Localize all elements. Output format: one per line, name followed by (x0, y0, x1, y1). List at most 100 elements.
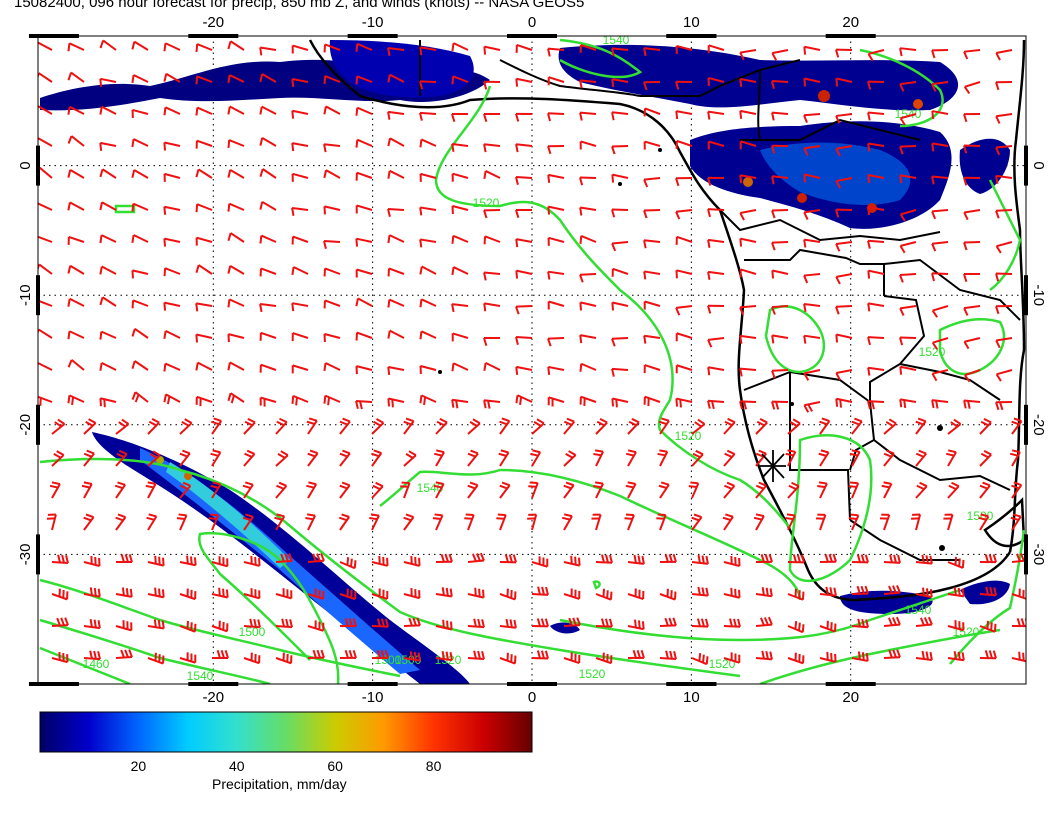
wind-barb (371, 481, 384, 499)
wind-barb (387, 110, 405, 120)
wind-barb (467, 418, 481, 435)
wind-barb (531, 418, 545, 435)
wind-barb (819, 417, 831, 435)
contour-label: 1500 (375, 653, 402, 667)
wind-barb (611, 47, 629, 57)
wind-barb (387, 234, 405, 244)
wind-barb (931, 241, 949, 252)
wind-barb (83, 587, 101, 598)
wind-barb (400, 481, 411, 499)
wind-barb (675, 44, 693, 54)
wind-barb (675, 139, 693, 149)
contour-1500-east (938, 318, 1006, 376)
wind-barb (515, 43, 533, 53)
wind-barb (883, 554, 901, 564)
wind-barb (883, 584, 901, 595)
wind-barb (275, 553, 293, 563)
wind-barb (243, 618, 261, 629)
wind-barb (627, 554, 645, 565)
wind-barb (339, 481, 351, 499)
wind-barb (579, 234, 597, 244)
wind-barb (355, 331, 373, 341)
wind-barb (403, 450, 417, 467)
wind-barb (515, 175, 533, 185)
contour-1520-main (434, 85, 791, 529)
wind-barb (723, 618, 741, 628)
wind-barb (99, 168, 117, 179)
wind-barb (964, 369, 981, 383)
height-contours (39, 38, 1026, 684)
wind-barb (291, 266, 309, 276)
wind-barb (163, 106, 181, 116)
precip-cell (913, 99, 923, 109)
wind-barb (851, 554, 869, 564)
wind-barb (432, 513, 444, 531)
wind-barb (131, 74, 149, 84)
wind-barb (1011, 481, 1023, 499)
wind-barb (611, 337, 629, 347)
lat-tick-label-right: 0 (1030, 161, 1047, 169)
wind-barb (147, 587, 165, 599)
contour-label: 1500 (239, 625, 266, 639)
wind-barb (579, 43, 597, 53)
wind-barb (387, 137, 405, 147)
wind-barb (627, 619, 645, 631)
contour-label: 1540 (905, 603, 932, 617)
wind-barb (899, 241, 917, 254)
wind-barb (1011, 588, 1026, 600)
wind-barb (163, 205, 181, 215)
wind-barb (259, 267, 277, 277)
wind-barb (675, 235, 693, 245)
wind-barb (99, 265, 117, 275)
wind-barb (835, 48, 853, 58)
wind-barb (38, 361, 53, 371)
lon-tick-label-bottom: 10 (683, 689, 700, 706)
wind-barb (707, 238, 725, 248)
lon-tick-label-top: -20 (202, 14, 224, 31)
wind-barb (691, 513, 703, 531)
wind-barb (611, 241, 629, 252)
wind-barb (963, 176, 981, 186)
wind-barb (659, 553, 677, 563)
wind-barb (611, 145, 629, 155)
wind-barb (658, 481, 670, 499)
wind-barb (355, 268, 373, 278)
wind-barb (995, 174, 1013, 184)
wind-barb (739, 209, 757, 221)
wind-barb (848, 513, 860, 531)
wind-barb (131, 327, 149, 339)
wind-barb (307, 620, 325, 632)
wind-barb (83, 650, 101, 661)
wind-barb (739, 140, 757, 150)
wind-barb (499, 554, 517, 564)
wind-barb (483, 271, 501, 281)
wind-barb (99, 296, 117, 307)
wind-barb (67, 394, 85, 406)
wind-barb (1011, 618, 1026, 628)
wind-barb (995, 81, 1013, 91)
wind-barb (115, 554, 133, 564)
wind-barb (464, 513, 475, 531)
wind-barb (211, 620, 229, 633)
wind-barb (67, 330, 85, 340)
contour-label: 1520 (473, 196, 500, 210)
wind-barb (947, 587, 965, 598)
wind-barb (419, 330, 437, 340)
wind-barb (339, 417, 351, 435)
wind-barb (947, 651, 965, 662)
wind-barb (419, 80, 437, 90)
island (438, 370, 442, 374)
wind-barb (675, 269, 693, 279)
wind-barb (579, 334, 597, 344)
wind-barb (563, 450, 577, 467)
border-segment (640, 59, 801, 97)
wind-barb (305, 513, 316, 531)
wind-barb (867, 142, 885, 152)
wind-barb (81, 481, 93, 499)
wind-barb (787, 652, 805, 665)
wind-barb (131, 234, 149, 244)
wind-barb (467, 618, 485, 629)
colorbar-tick-label: 80 (425, 758, 442, 774)
wind-barb (643, 270, 661, 280)
wind-barb (739, 77, 757, 87)
